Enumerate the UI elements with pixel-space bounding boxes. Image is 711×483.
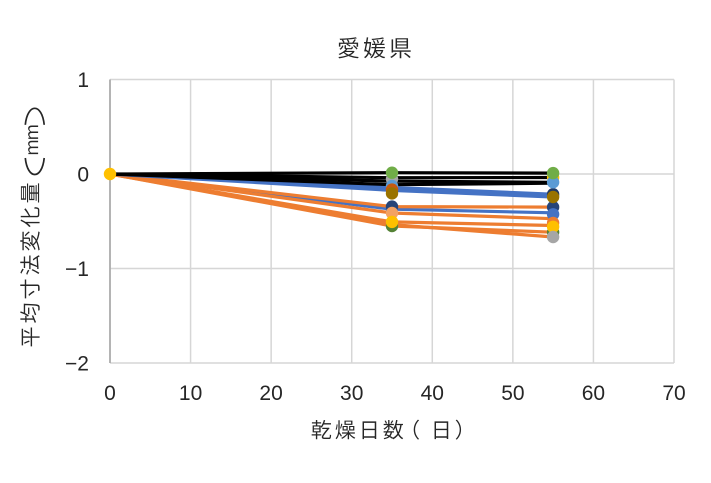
svg-text:−1: −1 [65, 258, 89, 281]
svg-text:50: 50 [501, 382, 524, 405]
svg-text:0: 0 [104, 382, 116, 405]
svg-text:0: 0 [77, 164, 89, 187]
svg-text:1: 1 [77, 69, 89, 92]
svg-text:30: 30 [340, 382, 363, 405]
svg-text:70: 70 [662, 382, 685, 405]
svg-text:10: 10 [179, 382, 202, 405]
svg-text:40: 40 [421, 382, 444, 405]
svg-text:−2: −2 [65, 353, 89, 376]
svg-text:60: 60 [582, 382, 605, 405]
svg-text:20: 20 [259, 382, 282, 405]
